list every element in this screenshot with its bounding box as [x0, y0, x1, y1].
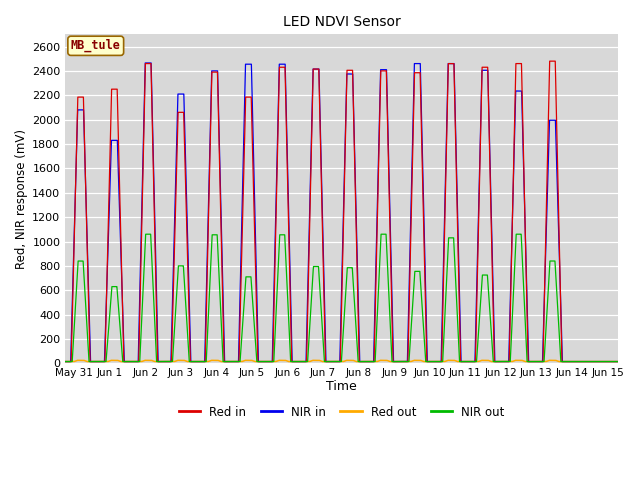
- Legend: Red in, NIR in, Red out, NIR out: Red in, NIR in, Red out, NIR out: [174, 401, 509, 423]
- Title: LED NDVI Sensor: LED NDVI Sensor: [283, 15, 401, 29]
- X-axis label: Time: Time: [326, 380, 357, 393]
- Y-axis label: Red, NIR response (mV): Red, NIR response (mV): [15, 129, 28, 269]
- Text: MB_tule: MB_tule: [71, 39, 121, 52]
